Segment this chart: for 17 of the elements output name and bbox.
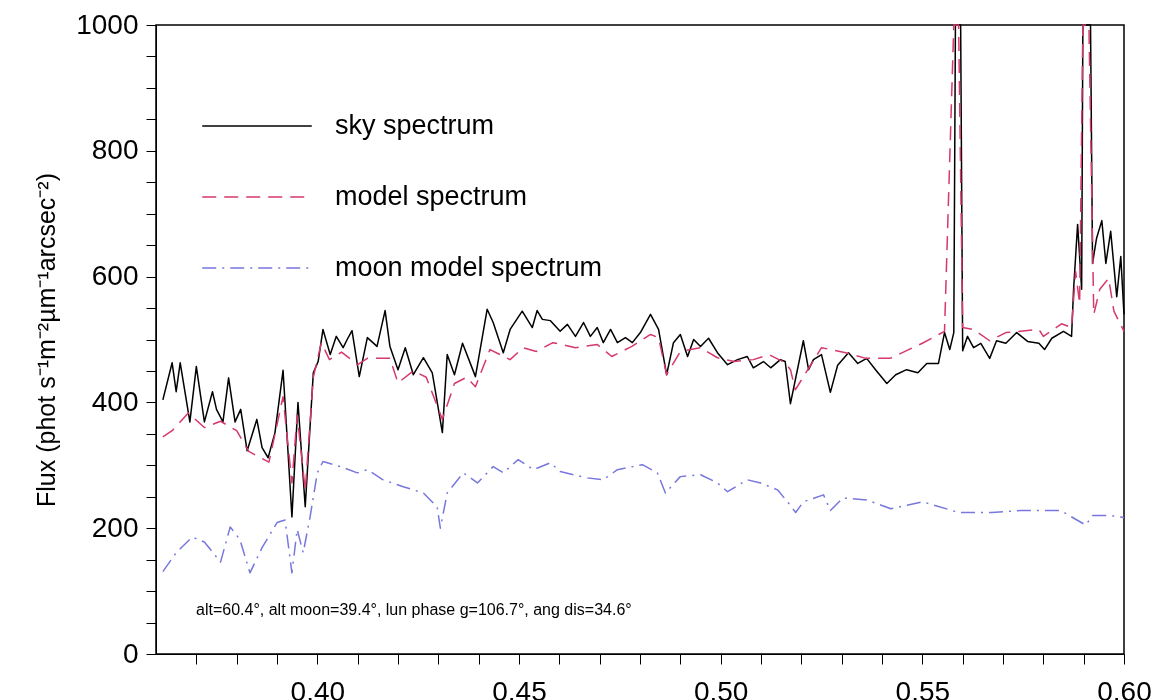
y-tick-label: 600 (91, 260, 139, 292)
legend-label: sky spectrum (335, 110, 495, 140)
legend-label: moon model spectrum (335, 252, 603, 282)
y-tick-label: 200 (91, 511, 139, 543)
y-tick-label: 0 (122, 637, 139, 669)
y-tick-label: 1000 (76, 8, 139, 40)
x-tick-label: 0.50 (693, 675, 749, 700)
line-series (162, 458, 1125, 574)
annotation: alt=60.4°, alt moon=39.4°, lun phase g=106.7°, ang dis=34.6° (196, 601, 632, 618)
x-tick-label: 0.60 (1097, 675, 1151, 700)
x-tick-label: 0.55 (895, 675, 951, 700)
x-tick-label: 0.40 (290, 675, 346, 700)
legend-label: model spectrum (335, 181, 528, 211)
y-tick-label: 400 (91, 385, 139, 417)
y-axis-title: Flux (phot s⁻¹m⁻²µm⁻¹arcsec⁻²) (32, 173, 61, 507)
y-tick-label: 800 (91, 134, 139, 166)
x-tick-label: 0.45 (492, 675, 547, 700)
